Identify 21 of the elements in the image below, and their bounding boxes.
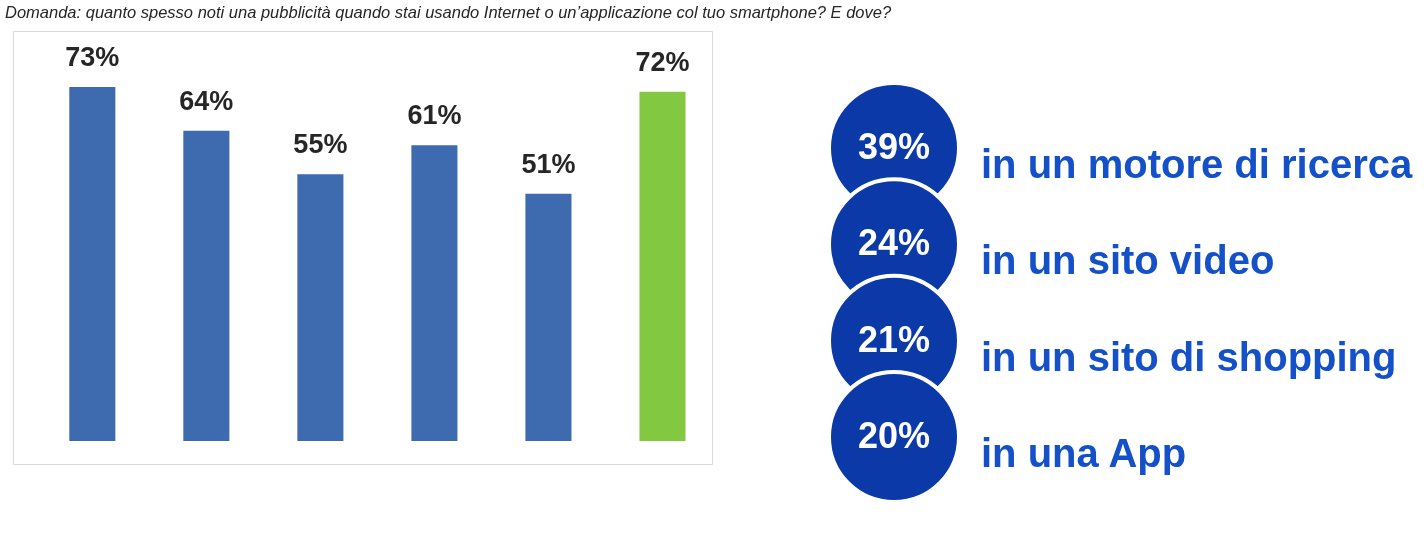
data-label: 20% <box>857 415 931 456</box>
data-label: 72% <box>635 46 690 77</box>
data-label: 73% <box>65 42 120 72</box>
data-label: 64% <box>179 85 234 116</box>
bar <box>183 130 230 441</box>
data-label: 21% <box>857 318 931 360</box>
category-label: in un sito video <box>981 238 1275 283</box>
bar <box>297 174 344 441</box>
data-label: 55% <box>293 129 348 160</box>
chart-title: Domanda: quanto spesso noti una pubblicità quando stai usando Internet o un’applicazione col tuo smartphone? E dove? <box>5 3 892 21</box>
data-label: 39% <box>857 126 931 167</box>
bar <box>639 91 686 441</box>
data-label: 51% <box>521 148 576 179</box>
bar <box>525 193 572 441</box>
category-label: in un sito di shopping <box>981 334 1397 379</box>
category-label: in un motore di ricerca <box>981 142 1413 186</box>
category-label: in una App <box>981 431 1187 475</box>
bar <box>411 145 458 441</box>
bar <box>69 87 116 441</box>
data-label: 61% <box>407 100 462 131</box>
data-label: 24% <box>857 222 931 264</box>
